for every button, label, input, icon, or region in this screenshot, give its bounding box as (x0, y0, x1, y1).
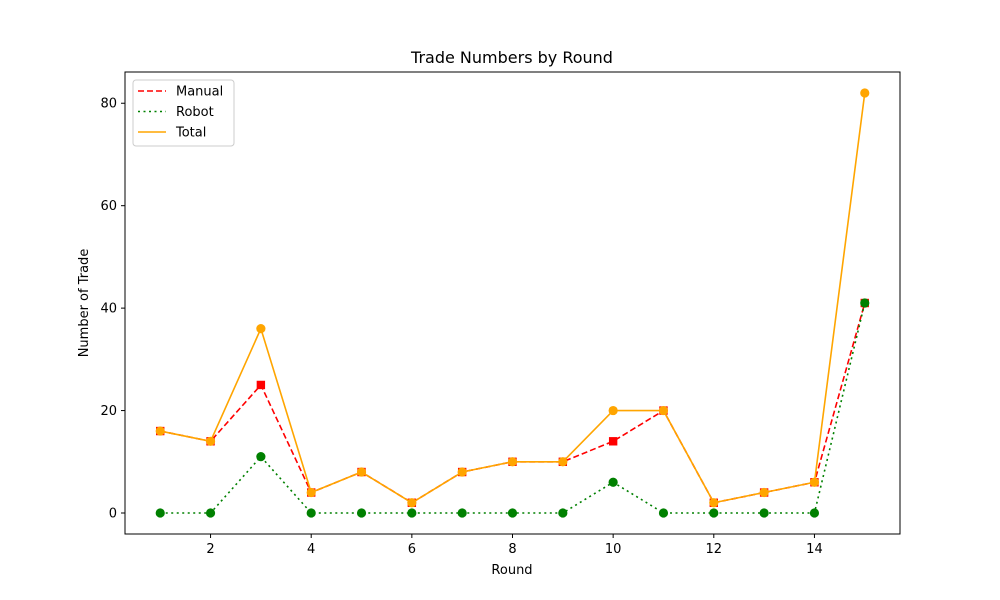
x-tick-label: 8 (508, 542, 516, 557)
legend-label-manual: Manual (176, 85, 223, 100)
point-total (457, 467, 467, 477)
point-robot (205, 508, 216, 518)
point-total (356, 467, 367, 477)
point-robot (256, 452, 266, 462)
y-tick-label: 40 (100, 302, 117, 317)
plot-area (125, 72, 900, 534)
point-total (205, 436, 216, 446)
point-total (306, 487, 316, 498)
y-tick-label: 20 (100, 404, 117, 419)
x-tick-label: 12 (706, 542, 723, 557)
point-total (407, 498, 417, 508)
x-tick-label: 10 (605, 542, 622, 557)
point-robot (457, 508, 467, 518)
point-robot (860, 298, 870, 308)
y-tick-label: 0 (109, 507, 117, 522)
point-robot (558, 508, 568, 518)
point-robot (356, 508, 367, 518)
point-total (809, 477, 820, 487)
point-robot (155, 508, 165, 518)
legend-box (132, 79, 235, 147)
y-axis-ticks: 0 20 40 60 80 (100, 97, 125, 522)
x-tick-label: 2 (206, 542, 214, 557)
point-total (256, 324, 266, 334)
series-layer (155, 88, 870, 518)
point-total (608, 405, 618, 416)
x-axis-ticks: 2 4 6 8 10 12 14 (206, 534, 823, 557)
point-total (658, 405, 669, 416)
legend: Manual Robot Total (132, 79, 235, 147)
x-axis-label: Round (491, 563, 532, 578)
point-robot (658, 508, 669, 518)
point-total (709, 498, 719, 508)
point-robot (507, 508, 518, 518)
point-robot (608, 477, 618, 487)
point-robot (306, 508, 316, 518)
point-total (759, 487, 769, 498)
chart-title: Trade Numbers by Round (410, 48, 613, 67)
x-tick-label: 14 (806, 542, 823, 557)
y-tick-label: 60 (100, 199, 117, 214)
point-total (860, 88, 870, 98)
point-robot (709, 508, 719, 518)
point-robot (759, 508, 769, 518)
y-tick-label: 80 (100, 97, 117, 112)
point-total (558, 457, 568, 467)
y-axis-label: Number of Trade (77, 249, 92, 358)
point-total (507, 457, 518, 467)
legend-label-total: Total (175, 126, 206, 141)
point-robot (809, 508, 820, 518)
plot-frame (124, 71, 901, 535)
x-tick-label: 6 (408, 542, 416, 557)
point-manual (256, 380, 266, 390)
point-manual (608, 437, 618, 446)
legend-label-robot: Robot (176, 105, 214, 120)
x-tick-label: 4 (307, 542, 315, 557)
point-total (155, 426, 165, 436)
point-robot (407, 508, 417, 518)
